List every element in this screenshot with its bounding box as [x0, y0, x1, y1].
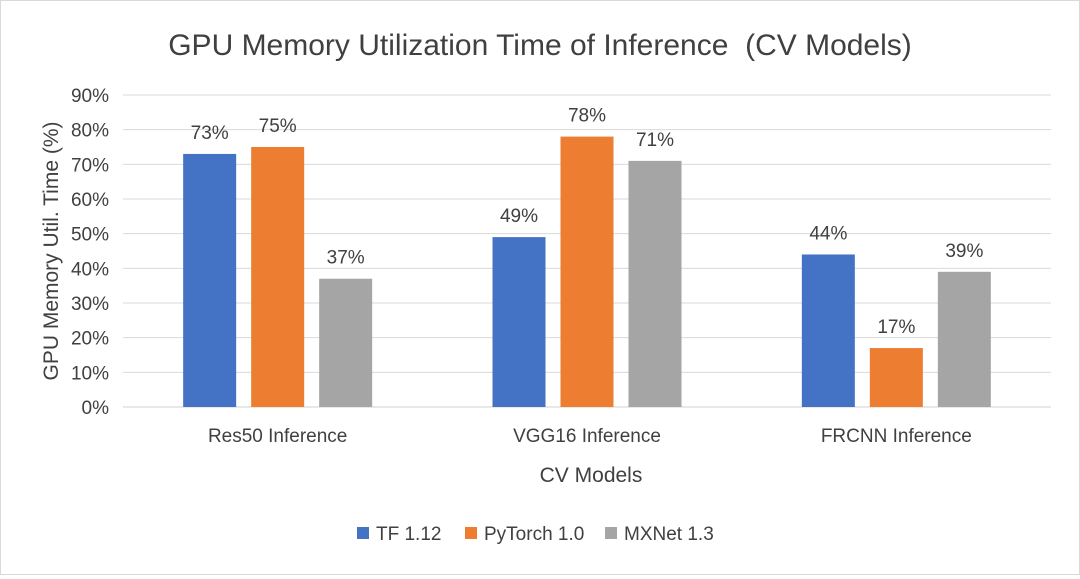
bar — [801, 254, 855, 407]
data-label: 39% — [945, 241, 983, 262]
legend-swatch — [465, 527, 477, 539]
data-label: 17% — [877, 317, 915, 338]
x-tick-label: FRCNN Inference — [821, 426, 972, 447]
bar — [183, 153, 237, 407]
x-axis-label: CV Models — [540, 464, 643, 487]
chart-title: GPU Memory Utilization Time of Inference… — [168, 29, 912, 62]
y-tick-label: 0% — [82, 398, 110, 419]
data-label: 49% — [500, 206, 538, 227]
data-label: 73% — [191, 123, 229, 144]
data-label: 75% — [259, 116, 297, 137]
data-labels: 73% 75% 37% 49% 78% 71% 44% 17% 39% — [191, 106, 984, 338]
bar — [628, 160, 682, 407]
y-tick-label: 70% — [71, 155, 109, 176]
y-axis-ticks: 0% 10% 20% 30% 40% 50% 60% 70% 80% 90% — [71, 86, 109, 419]
legend-label: PyTorch 1.0 — [484, 524, 584, 545]
bar — [251, 147, 305, 407]
x-tick-label: VGG16 Inference — [513, 426, 661, 447]
bars — [183, 136, 991, 407]
y-tick-label: 30% — [71, 294, 109, 315]
data-label: 71% — [636, 130, 674, 151]
y-tick-label: 60% — [71, 190, 109, 211]
data-label: 37% — [327, 248, 365, 269]
x-axis-ticks: Res50 Inference VGG16 Inference FRCNN Infe… — [208, 426, 972, 447]
y-tick-label: 90% — [71, 86, 109, 107]
legend: TF 1.12 PyTorch 1.0 MXNet 1.3 — [357, 524, 714, 545]
y-tick-label: 50% — [71, 225, 109, 246]
bar — [492, 237, 546, 407]
legend-swatch — [605, 527, 617, 539]
y-tick-label: 80% — [71, 121, 109, 142]
y-tick-label: 10% — [71, 363, 109, 384]
data-label: 78% — [568, 106, 606, 127]
data-label: 44% — [809, 223, 847, 244]
y-axis-label: GPU Memory Util. Time (%) — [40, 121, 63, 380]
bar — [869, 348, 923, 407]
bar — [319, 278, 373, 407]
legend-label: MXNet 1.3 — [624, 524, 714, 545]
y-tick-label: 20% — [71, 329, 109, 350]
y-tick-label: 40% — [71, 259, 109, 280]
x-tick-label: Res50 Inference — [208, 426, 347, 447]
legend-swatch — [357, 527, 369, 539]
bar — [560, 136, 614, 407]
legend-label: TF 1.12 — [376, 524, 441, 545]
bar — [937, 271, 991, 407]
